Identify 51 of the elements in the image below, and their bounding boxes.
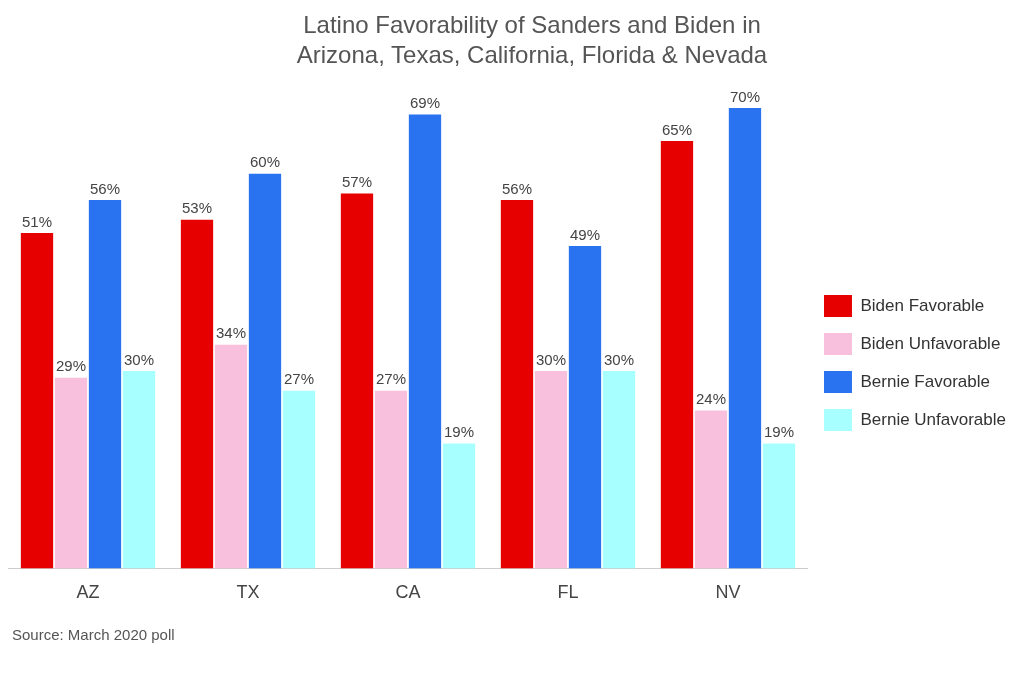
source-note: Source: March 2020 poll [12, 626, 176, 643]
data-label: 30% [535, 350, 566, 368]
data-label: 69% [409, 94, 440, 112]
bar [728, 108, 762, 569]
bar [180, 219, 214, 569]
bar [694, 410, 728, 569]
x-tick-label: FL [557, 582, 579, 603]
data-label: 34% [215, 324, 247, 342]
chart-title: Latino Favorability of Sanders and Biden in Arizona, Texas, California, Florida & Nevada [295, 10, 769, 70]
data-label: 57% [341, 173, 372, 191]
data-label: 53% [181, 199, 213, 217]
data-label: 30% [123, 350, 155, 368]
data-label: 29% [55, 357, 87, 375]
legend-label: Bernie Unfavorable [860, 409, 1006, 429]
bar [214, 344, 248, 569]
x-tick-label: AZ [76, 582, 100, 603]
bar [282, 390, 316, 569]
data-label: 27% [375, 370, 406, 388]
data-label: 49% [569, 225, 600, 243]
data-label: 19% [763, 423, 794, 441]
bar [568, 246, 602, 569]
bar [442, 443, 476, 569]
data-label: 24% [695, 390, 726, 408]
data-label: 56% [501, 179, 532, 197]
data-label: 70% [729, 87, 760, 105]
bar [602, 371, 636, 569]
bar [534, 371, 568, 569]
bar [374, 390, 408, 569]
bar [500, 200, 534, 569]
legend-label: Biden Favorable [860, 295, 985, 315]
data-label: 60% [249, 153, 281, 171]
legend-label: Biden Unfavorable [860, 333, 1001, 353]
data-label: 30% [603, 350, 634, 368]
data-label: 19% [443, 423, 474, 441]
bar [88, 200, 122, 569]
data-label: 56% [89, 179, 121, 197]
data-label: 51% [21, 212, 53, 230]
bar [122, 371, 156, 569]
x-tick-label: NV [715, 582, 741, 603]
data-label: 27% [283, 370, 314, 388]
x-tick-label: CA [395, 582, 421, 603]
bar [660, 140, 694, 569]
bar [248, 173, 282, 569]
bar [54, 377, 88, 569]
bar [340, 193, 374, 569]
bar [762, 443, 796, 569]
data-label: 65% [661, 120, 692, 138]
bar [20, 232, 54, 569]
x-tick-label: TX [236, 582, 260, 603]
legend-label: Bernie Favorable [860, 371, 990, 391]
bar [408, 114, 442, 569]
